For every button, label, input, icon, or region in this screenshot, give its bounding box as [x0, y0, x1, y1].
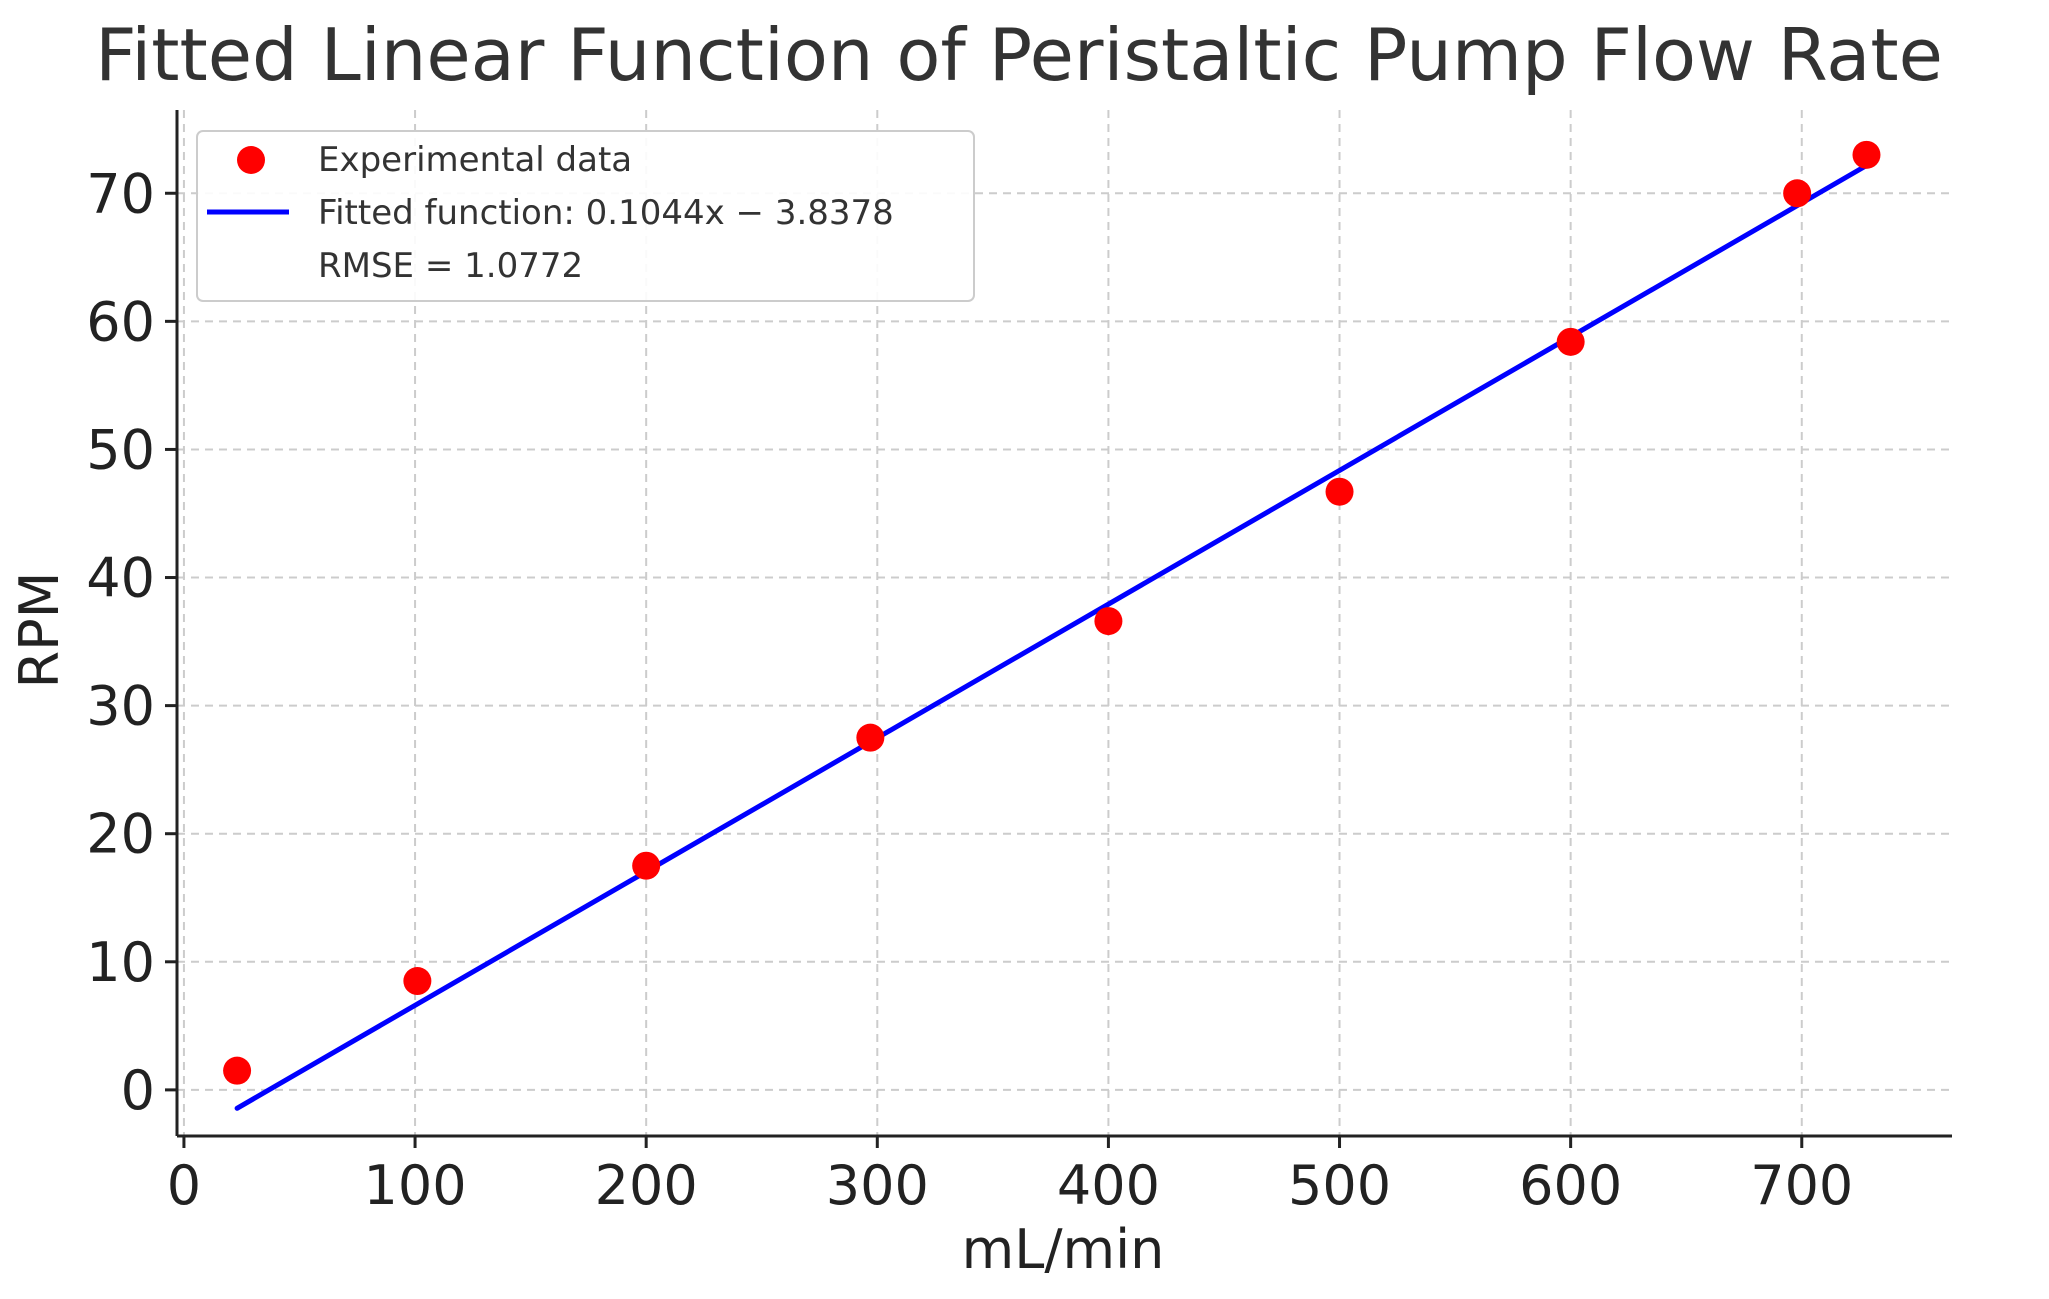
fitted-line	[234, 163, 1869, 1111]
x-tick-label: 600	[1519, 1154, 1622, 1217]
tick-labels: 0 100 200 300 400 500 600 700 0 10 20 30 40 50 60 70	[86, 162, 1853, 1217]
y-tick-label: 50	[86, 418, 155, 481]
y-tick-label: 60	[86, 290, 155, 353]
legend-box	[196, 130, 975, 302]
axes	[165, 110, 1952, 1148]
data-point	[856, 723, 885, 752]
x-tick-label: 400	[1057, 1154, 1160, 1217]
legend-label-experimental: Experimental data	[318, 140, 632, 180]
data-point	[403, 967, 432, 996]
x-tick-label: 700	[1750, 1154, 1853, 1217]
y-tick-label: 40	[86, 547, 155, 610]
x-tick-label: 100	[364, 1154, 467, 1217]
legend-label-rmse: RMSE = 1.0772	[318, 246, 583, 286]
data-point	[1783, 179, 1812, 208]
chart-title: Fitted Linear Function of Peristaltic Pu…	[95, 13, 1943, 97]
y-tick-label: 0	[121, 1059, 155, 1122]
x-tick-label: 500	[1288, 1154, 1391, 1217]
fit-line-layer	[234, 163, 1869, 1111]
y-tick-label: 70	[86, 162, 155, 225]
x-tick-label: 300	[826, 1154, 929, 1217]
legend: Experimental data Fitted function: 0.104…	[196, 130, 975, 302]
legend-label-fit: Fitted function: 0.1044x − 3.8378	[318, 193, 894, 233]
x-axis-label: mL/min	[962, 1218, 1165, 1281]
x-tick-label: 200	[595, 1154, 698, 1217]
y-axis-label: RPM	[8, 572, 71, 689]
x-tick-label: 0	[167, 1154, 201, 1217]
data-point	[1556, 327, 1585, 356]
y-tick-label: 10	[86, 931, 155, 994]
data-point	[1852, 140, 1881, 169]
data-point	[1325, 477, 1354, 506]
y-tick-label: 30	[86, 675, 155, 738]
legend-marker-experimental	[237, 146, 265, 174]
y-tick-label: 20	[86, 803, 155, 866]
data-points	[223, 140, 1881, 1085]
data-point	[223, 1056, 252, 1085]
data-point	[1094, 607, 1123, 636]
data-point	[632, 851, 661, 880]
